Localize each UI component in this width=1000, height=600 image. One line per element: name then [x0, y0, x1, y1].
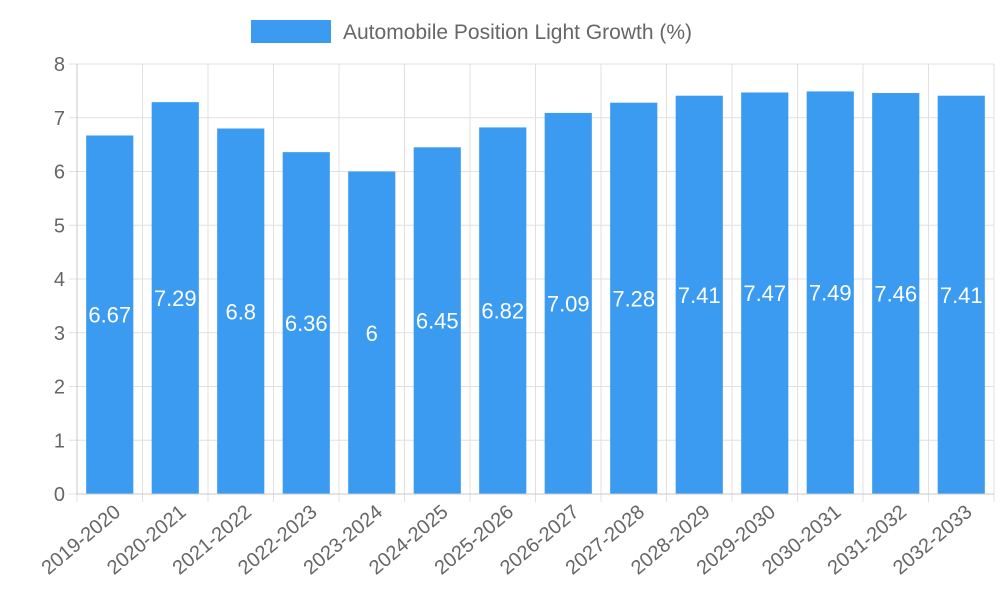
bar[interactable] [544, 112, 592, 494]
data-label: 7.47 [743, 281, 786, 306]
bars [86, 91, 985, 495]
data-label: 7.28 [612, 286, 655, 311]
bar[interactable] [937, 95, 985, 495]
data-label: 7.49 [809, 281, 852, 306]
bar[interactable] [479, 127, 527, 495]
data-labels: 6.67 7.29 6.8 6.36 6 6.45 6.82 7.09 7.28 7.41 7.47… [88, 281, 982, 346]
legend-swatch [251, 20, 331, 43]
bar[interactable] [610, 102, 658, 494]
bar[interactable] [741, 92, 789, 495]
data-label: 6.8 [225, 299, 256, 324]
gridlines [69, 63, 995, 502]
data-label: 6.67 [88, 303, 131, 328]
y-tick-label: 2 [54, 377, 65, 399]
y-tick-label: 4 [54, 269, 65, 291]
data-label: 7.41 [678, 283, 721, 308]
bar[interactable] [86, 135, 134, 495]
data-label: 7.46 [874, 282, 917, 307]
y-tick-label: 6 [54, 162, 65, 184]
bar[interactable] [872, 93, 920, 495]
data-label: 6.36 [285, 311, 328, 336]
y-tick-label: 7 [54, 108, 65, 130]
bar[interactable] [282, 152, 330, 494]
data-label: 7.09 [547, 291, 590, 316]
bar[interactable] [151, 102, 199, 494]
bar[interactable] [348, 171, 396, 495]
y-tick-label: 8 [54, 54, 65, 76]
y-tick-label: 1 [54, 430, 65, 452]
data-label: 7.29 [154, 286, 197, 311]
data-label: 6.82 [481, 299, 524, 324]
bar[interactable] [806, 91, 854, 494]
y-tick-label: 0 [54, 484, 65, 506]
data-label: 6 [366, 321, 378, 346]
bar[interactable] [217, 128, 265, 495]
legend[interactable]: Automobile Position Light Growth (%) [251, 20, 692, 44]
legend-label: Automobile Position Light Growth (%) [343, 21, 692, 44]
y-tick-label: 3 [54, 323, 65, 345]
bar[interactable] [413, 147, 461, 494]
y-axis-ticks: 0 1 2 3 4 5 6 7 8 [54, 54, 65, 506]
data-label: 7.41 [940, 283, 983, 308]
x-axis-ticks: 2019-20202020-20212021-20222022-20232023… [38, 501, 977, 579]
bar[interactable] [675, 95, 723, 495]
y-tick-label: 5 [54, 215, 65, 237]
data-label: 6.45 [416, 309, 459, 334]
